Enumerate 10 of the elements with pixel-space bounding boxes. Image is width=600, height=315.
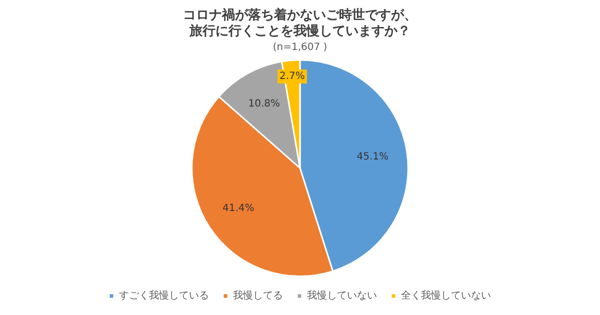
legend-label: 我慢していない xyxy=(307,290,377,302)
data-label: 10.8% xyxy=(248,98,280,110)
chart-subtitle: (n=1,607 ) xyxy=(272,42,328,53)
data-label: 41.4% xyxy=(222,202,254,214)
data-label: 2.7% xyxy=(280,71,305,82)
chart-title: コロナ禍が落ち着かないご時世ですが、旅行に行くことを我慢していますか？ xyxy=(183,7,417,39)
data-label: 45.1% xyxy=(356,151,389,162)
legend-label: 我慢してる xyxy=(233,290,283,302)
legend-label: 全く我慢していない xyxy=(401,290,491,302)
legend-label: すごく我慢している xyxy=(119,290,209,302)
